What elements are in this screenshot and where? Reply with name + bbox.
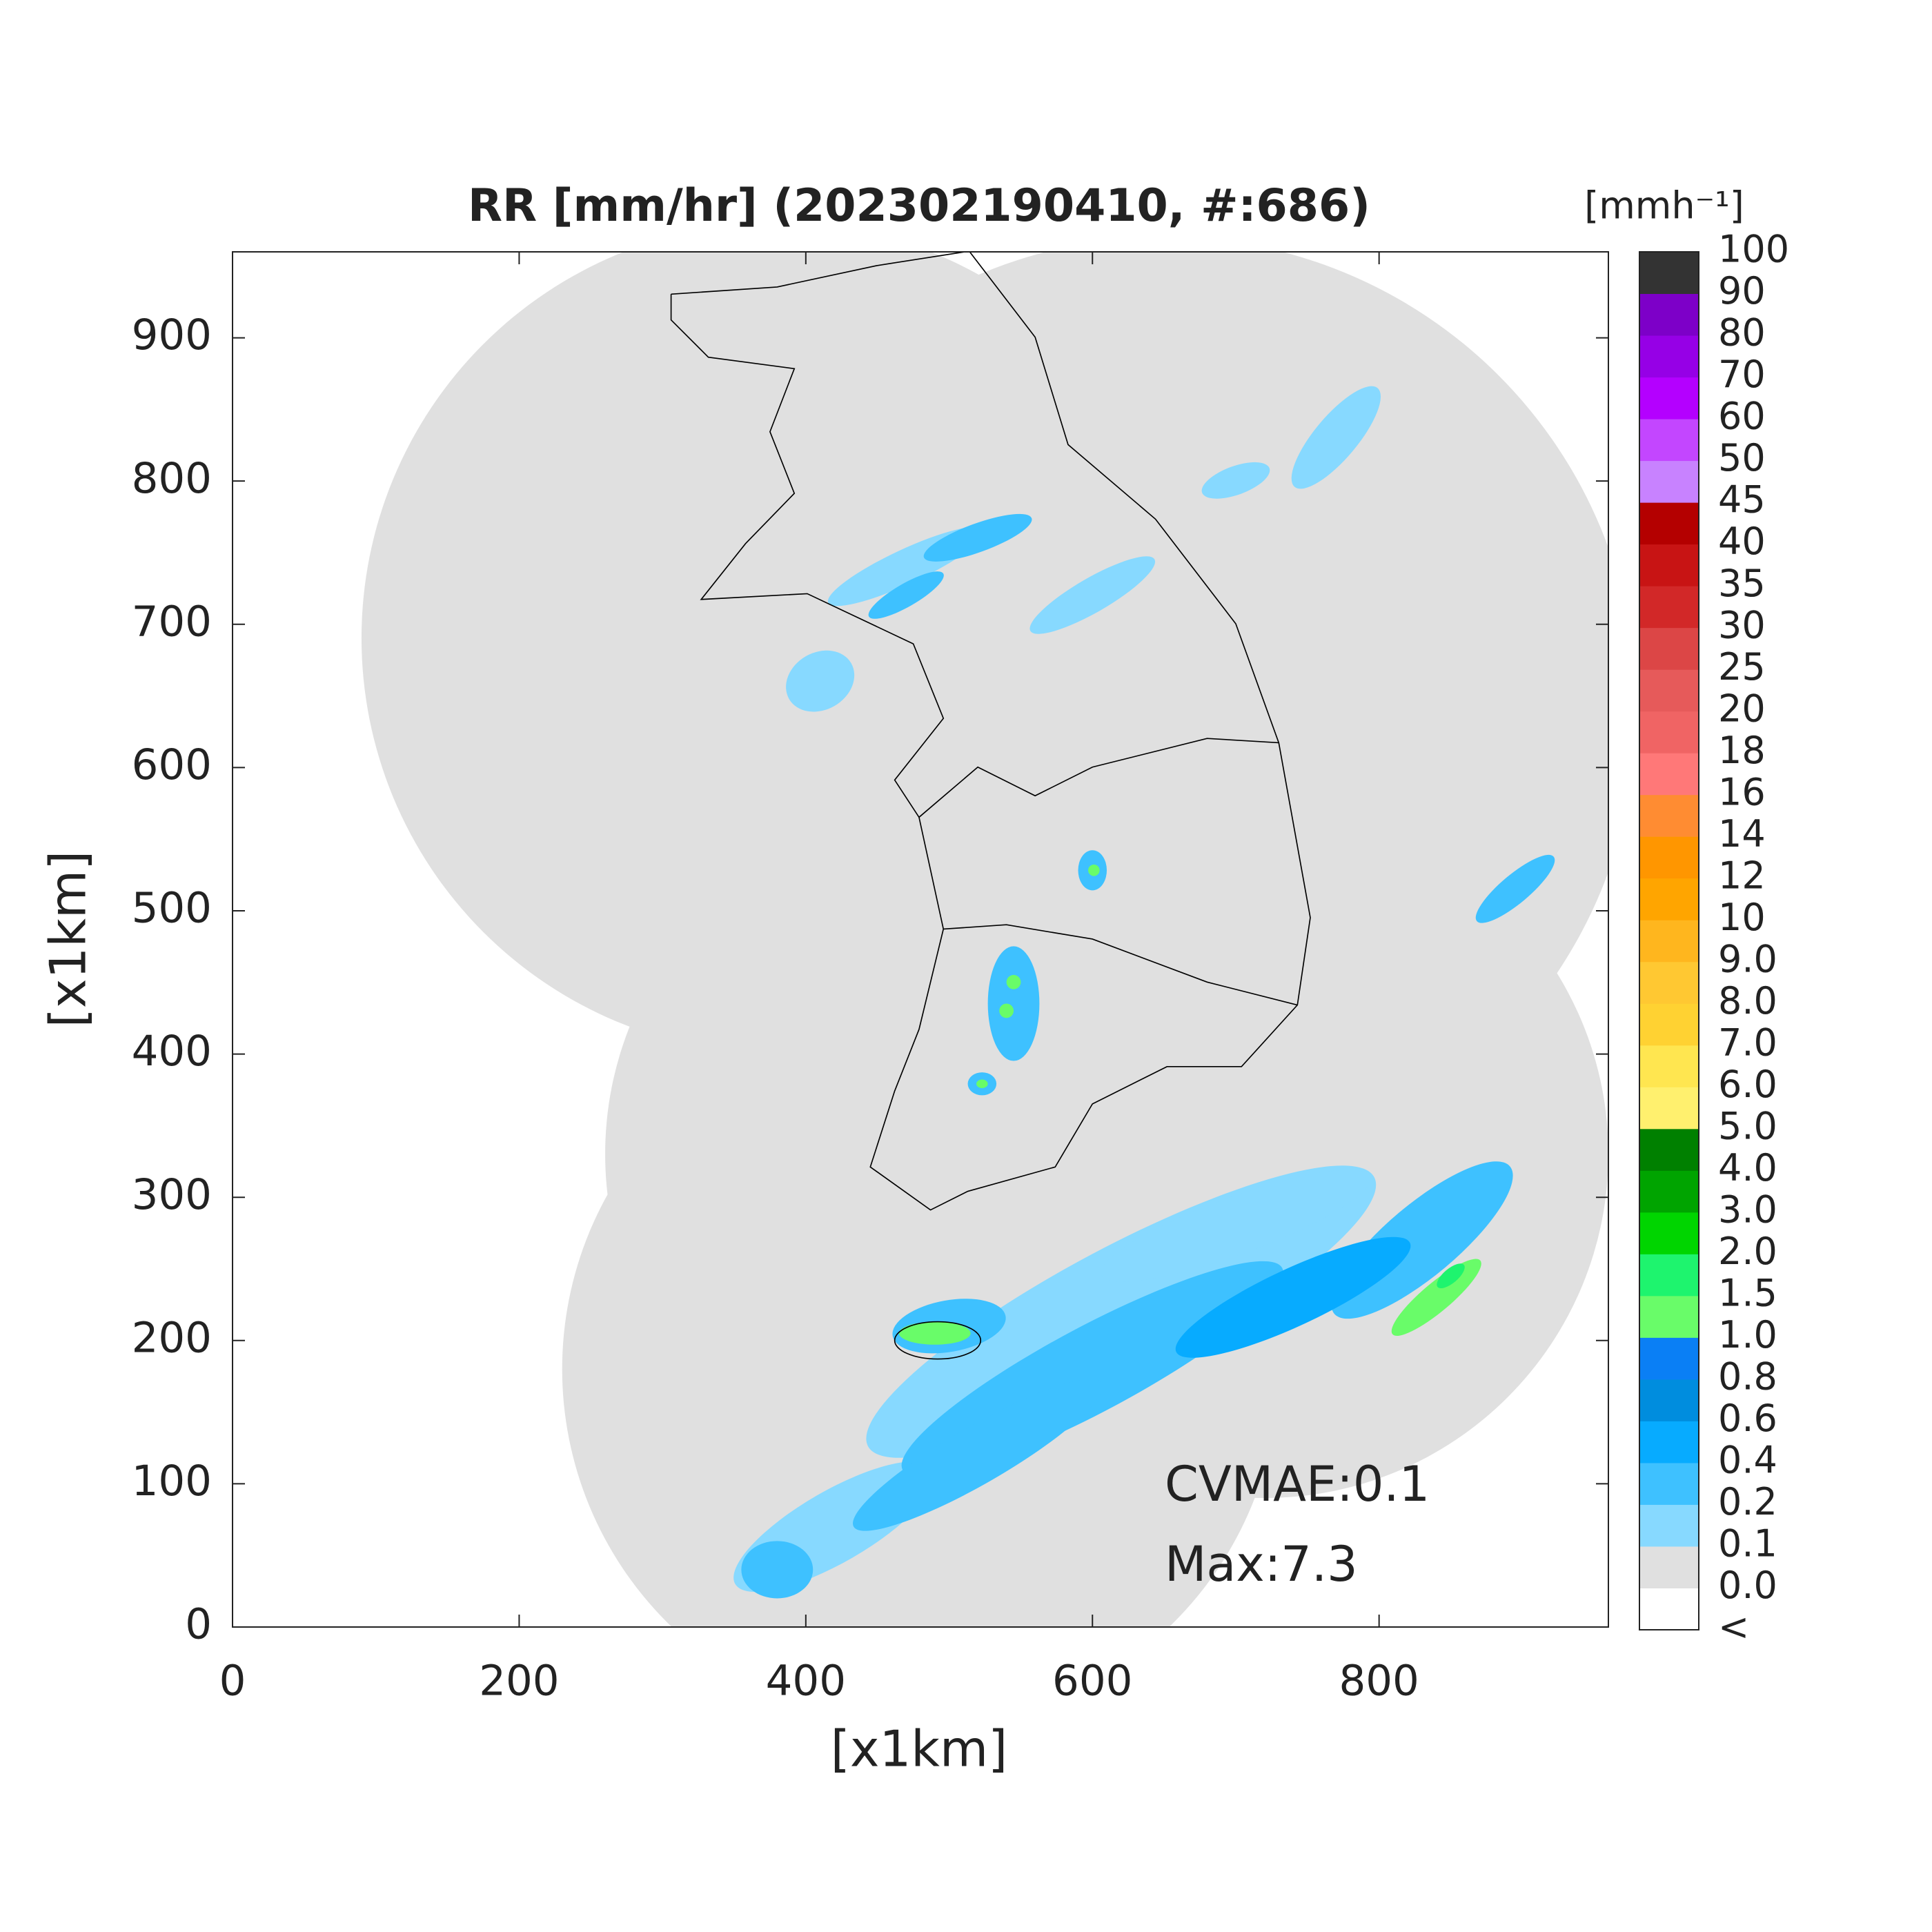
colorbar-segment [1639,1462,1699,1505]
colorbar-tick-label: 6.0 [1718,1063,1777,1106]
colorbar-tick-label: 8.0 [1718,979,1777,1023]
colorbar-segment [1639,1254,1699,1297]
colorbar-tick-label: 35 [1718,562,1766,605]
colorbar-segment [1639,586,1699,629]
y-tick-label: 200 [132,1313,212,1362]
colorbar-segment [1639,753,1699,796]
colorbar-segment [1639,961,1699,1004]
radar-map [362,252,1608,1627]
colorbar-tick-label: 18 [1718,729,1766,772]
y-tick-label: 0 [185,1600,212,1649]
colorbar-tick-label: 90 [1718,269,1766,313]
colorbar-segment [1639,460,1699,503]
rain-echoes [733,386,1555,1599]
colorbar-tick-label: 4.0 [1718,1146,1777,1190]
colorbar-segment [1639,544,1699,586]
colorbar-tick-label: 0.6 [1718,1397,1777,1440]
y-tick-label: 800 [132,454,212,503]
colorbar-tick-label: 40 [1718,520,1766,563]
colorbar-segment [1639,252,1699,295]
colorbar-segment [1639,1546,1699,1588]
colorbar-segment [1639,836,1699,879]
colorbar-tick-label: 0.0 [1718,1564,1777,1607]
colorbar-tick-label: 0.1 [1718,1522,1777,1566]
colorbar-tick-label: 25 [1718,645,1766,689]
colorbar-segment [1639,627,1699,670]
radar-coverage [362,252,1608,1627]
colorbar-tick-label: 60 [1718,395,1766,438]
colorbar-segment [1639,1504,1699,1547]
colorbar-tick-label: 45 [1718,478,1766,522]
colorbar-segment [1639,1212,1699,1254]
y-axis-label: [x1km] [39,851,97,1027]
x-tick-label: 400 [766,1657,846,1706]
axes: RR [mm/hr] (202302190410, #:686) [x1km] … [39,180,1744,1777]
colorbar-tick-label: 0.4 [1718,1439,1777,1482]
colorbar-segment [1639,1379,1699,1421]
colorbar-segment [1639,293,1699,336]
colorbar-tick-label: 20 [1718,687,1766,730]
colorbar-tick-label: 12 [1718,854,1766,897]
colorbar-segment [1639,711,1699,753]
colorbar-segment [1639,419,1699,462]
colorbar-segment [1639,1337,1699,1380]
colorbar-tick-label: 14 [1718,812,1766,856]
colorbar-tick-label: 0.8 [1718,1355,1777,1399]
y-tick-label: 500 [132,884,212,933]
colorbar-tick-label: 1.0 [1718,1313,1777,1357]
x-tick-label: 0 [219,1657,246,1706]
x-tick-label: 200 [479,1657,559,1706]
colorbar-tick-label: 5.0 [1718,1104,1777,1147]
colorbar-tick-label: < [1718,1606,1749,1649]
colorbar-tick-label: 70 [1718,353,1766,396]
colorbar-segment [1639,920,1699,963]
coastline [670,252,1311,1360]
map-area [362,252,1608,1627]
colorbar-tick-label: 50 [1718,436,1766,480]
colorbar-segment [1639,794,1699,837]
colorbar-segment [1639,1045,1699,1087]
y-tick-label: 300 [132,1170,212,1219]
colorbar-frame [1639,251,1699,1630]
annotation: Max:7.3 [1165,1536,1358,1593]
colorbar-segment [1639,1128,1699,1171]
y-tick-label: 900 [132,310,212,359]
plot-frame [232,251,1609,1628]
x-tick-label: 600 [1052,1657,1132,1706]
colorbar-segment [1639,335,1699,378]
colorbar-tick-label: 7.0 [1718,1021,1777,1064]
colorbar-tick-label: 3.0 [1718,1187,1777,1231]
colorbar-tick-label: 9.0 [1718,937,1777,980]
x-tick-label: 800 [1339,1657,1419,1706]
y-tick-label: 600 [132,740,212,789]
y-tick-label: 400 [132,1027,212,1076]
colorbar-tick-label: 2.0 [1718,1230,1777,1273]
colorbar-tick-label: 100 [1718,228,1789,271]
y-tick-label: 700 [132,597,212,646]
colorbar-segment [1639,1170,1699,1213]
colorbar-label: [mmh⁻¹] [1584,184,1744,228]
colorbar-tick-label: 16 [1718,770,1766,814]
colorbar-segment [1639,1087,1699,1130]
colorbar-segment [1639,502,1699,545]
colorbar-tick-label: 80 [1718,311,1766,355]
colorbar-segment [1639,1003,1699,1046]
colorbar-segment [1639,377,1699,420]
chart-title: RR [mm/hr] (202302190410, #:686) [468,180,1370,232]
colorbar-segment [1639,878,1699,920]
y-tick-label: 100 [132,1457,212,1506]
colorbar-tick-label: 0.2 [1718,1480,1777,1524]
colorbar-tick-label: 10 [1718,896,1766,939]
colorbar-segment [1639,669,1699,712]
colorbar-segment [1639,1588,1699,1630]
annotation: CVMAE:0.1 [1165,1456,1430,1512]
colorbar-segment [1639,1295,1699,1338]
x-axis-label: [x1km] [831,1720,1007,1778]
colorbar-tick-label: 30 [1718,603,1766,647]
colorbar-tick-label: 1.5 [1718,1272,1777,1315]
colorbar-segment [1639,1421,1699,1463]
